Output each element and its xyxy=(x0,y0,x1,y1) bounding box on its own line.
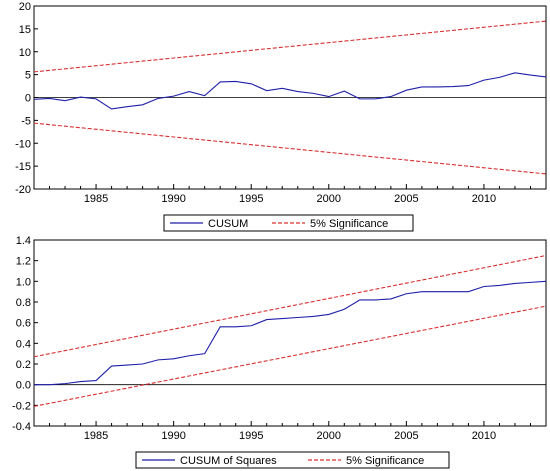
x-tick-label: 1995 xyxy=(239,430,263,442)
y-tick-label: 0 xyxy=(25,93,31,105)
cusumsq-legend-box xyxy=(135,451,450,469)
y-tick-label: 1.4 xyxy=(16,235,31,247)
y-tick-label: 15 xyxy=(19,24,31,36)
y-tick-label: -10 xyxy=(15,138,31,150)
x-tick-label: 2010 xyxy=(472,193,496,205)
cusum-x-axis: 1985 1990 1995 2000 2005 2010 xyxy=(33,184,547,205)
cusum-legend: CUSUM 5% Significance xyxy=(163,214,414,232)
significance-band-line xyxy=(33,305,547,407)
y-tick-label: 20 xyxy=(19,1,31,13)
significance-band-line xyxy=(33,122,547,175)
x-tick-label: 2000 xyxy=(317,430,341,442)
y-tick-label: 0.6 xyxy=(16,318,31,330)
cusumsq-legend-band-label: 5% Significance xyxy=(346,455,424,467)
significance-band-line xyxy=(33,20,547,73)
x-tick-label: 1995 xyxy=(239,193,263,205)
cusumsq-x-axis: 1985 1990 1995 2000 2005 2010 xyxy=(33,421,547,442)
y-tick-label: 0.0 xyxy=(16,380,31,392)
y-tick-label: 0.2 xyxy=(16,359,31,371)
y-tick-label: -0.4 xyxy=(12,421,31,433)
cusum-series-line xyxy=(33,72,547,110)
y-tick-label: 0.4 xyxy=(16,338,31,350)
cusumsq-legend: CUSUM of Squares 5% Significance xyxy=(135,451,450,469)
cusum-y-axis: -20 -15 -10 -5 0 5 10 15 20 xyxy=(15,1,38,196)
y-tick-label: 10 xyxy=(19,47,31,59)
cusum-legend-band-label: 5% Significance xyxy=(310,218,388,230)
cusumsq-plot-frame xyxy=(33,239,547,427)
x-tick-label: 1990 xyxy=(161,430,185,442)
cusumsq-chart: -0.4 -0.2 0.0 0.2 0.4 0.6 0.8 1.0 1.2 1.4 1985 199… xyxy=(12,235,547,442)
y-tick-label: -5 xyxy=(21,115,31,127)
cusum-series xyxy=(33,72,547,110)
y-tick-label: 1.0 xyxy=(16,276,31,288)
y-tick-label: 1.2 xyxy=(16,256,31,268)
cusum-significance-bands xyxy=(33,20,547,175)
x-tick-label: 2005 xyxy=(394,193,418,205)
cusum-legend-box xyxy=(163,214,414,232)
significance-band-line xyxy=(33,254,547,358)
cusumsq-y-axis: -0.4 -0.2 0.0 0.2 0.4 0.6 0.8 1.0 1.2 1.4 xyxy=(12,235,38,433)
y-tick-label: -0.2 xyxy=(12,400,31,412)
cusum-chart: -20 -15 -10 -5 0 5 10 15 20 1985 1990 1995 2000 2005… xyxy=(15,1,547,205)
x-tick-label: 2000 xyxy=(317,193,341,205)
x-tick-label: 1990 xyxy=(161,193,185,205)
y-tick-label: 5 xyxy=(25,70,31,82)
cusumsq-significance-bands xyxy=(33,254,547,407)
cusumsq-legend-label: CUSUM of Squares xyxy=(180,455,277,467)
y-tick-label: -15 xyxy=(15,161,31,173)
cusum-legend-label: CUSUM xyxy=(208,218,248,230)
y-tick-label: 0.8 xyxy=(16,297,31,309)
cusumsq-series-line xyxy=(34,280,547,386)
x-tick-label: 1985 xyxy=(84,430,108,442)
x-tick-label: 2005 xyxy=(394,430,418,442)
cusumsq-series xyxy=(34,280,547,386)
x-tick-label: 2010 xyxy=(472,430,496,442)
x-tick-label: 1985 xyxy=(84,193,108,205)
y-tick-label: -20 xyxy=(15,184,31,196)
